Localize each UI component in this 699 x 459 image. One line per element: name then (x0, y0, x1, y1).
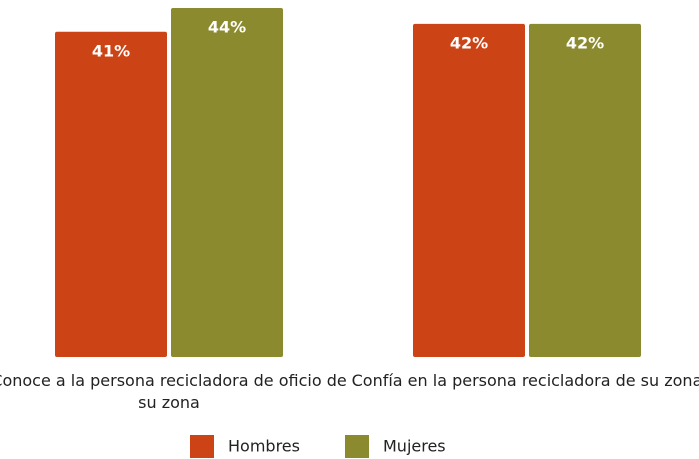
legend-label: Hombres (228, 437, 300, 456)
value-label: 44% (208, 18, 246, 37)
bar (413, 23, 525, 357)
bar (55, 31, 167, 358)
legend-swatch (190, 435, 214, 458)
value-label: 42% (566, 33, 604, 52)
bar (171, 8, 283, 357)
category-label: Confía en la persona recicladora de su z… (351, 371, 699, 390)
value-label: 42% (450, 33, 488, 52)
bar (529, 23, 641, 357)
category-label: Conoce a la persona recicladora de ofici… (0, 371, 347, 412)
value-label: 41% (92, 41, 130, 60)
legend-swatch (345, 435, 369, 458)
legend-label: Mujeres (383, 437, 446, 456)
